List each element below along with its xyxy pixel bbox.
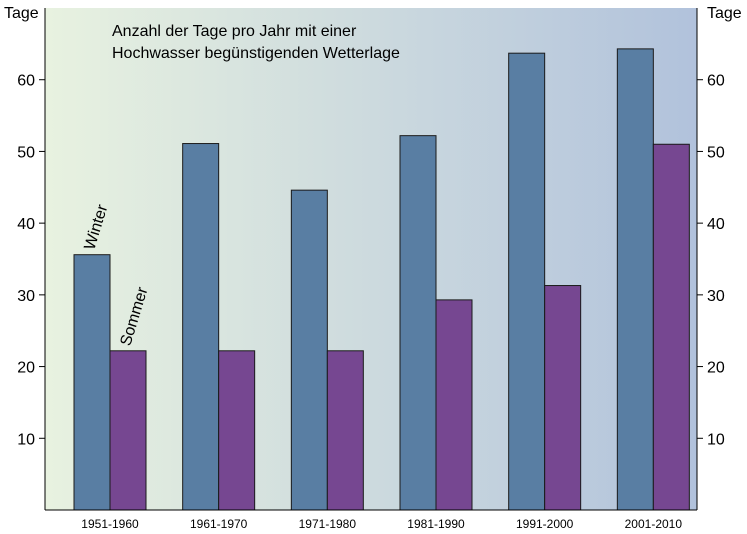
y-axis-unit-left: Tage [4,5,39,22]
bar-sommer-1991-2000 [544,285,582,511]
y-tick-label-left: 40 [17,216,35,233]
bar-sommer-1981-1990 [435,299,473,511]
chart-title-line-1: Anzahl der Tage pro Jahr mit einer [112,23,357,40]
x-tick-label: 1951-1960 [81,517,139,531]
chart-title-line-2: Hochwasser begünstigenden Wetterlage [112,45,400,62]
y-tick-label-left: 20 [17,360,35,377]
y-axis-unit-right: Tage [707,5,742,22]
x-tick-label: 1971-1980 [299,517,357,531]
bar-sommer-2001-2010 [652,143,690,511]
bar-sommer-1951-1960 [109,350,147,511]
bar-winter-1951-1960 [73,254,111,511]
y-tick-label-right: 10 [707,431,725,448]
bar-winter-1971-1980 [290,189,328,511]
y-tick-label-right: 30 [707,288,725,305]
y-tick-label-right: 40 [707,216,725,233]
x-tick-label: 1961-1970 [190,517,248,531]
y-tick-label-right: 20 [707,360,725,377]
y-tick-label-left: 50 [17,144,35,161]
y-tick-label-right: 50 [707,144,725,161]
bar-sommer-1971-1980 [326,350,364,511]
y-tick-label-left: 10 [17,431,35,448]
y-tick-label-left: 60 [17,73,35,90]
bar-winter-1961-1970 [182,143,220,511]
y-tick-label-right: 60 [707,73,725,90]
x-tick-label: 2001-2010 [625,517,683,531]
bar-winter-1981-1990 [399,135,437,511]
y-tick-label-left: 30 [17,288,35,305]
bar-sommer-1961-1970 [218,350,256,511]
plot-area [45,8,697,510]
bar-winter-2001-2010 [616,48,654,511]
x-tick-label: 1981-1990 [407,517,465,531]
x-tick-label: 1991-2000 [516,517,574,531]
bar-winter-1991-2000 [508,52,546,511]
